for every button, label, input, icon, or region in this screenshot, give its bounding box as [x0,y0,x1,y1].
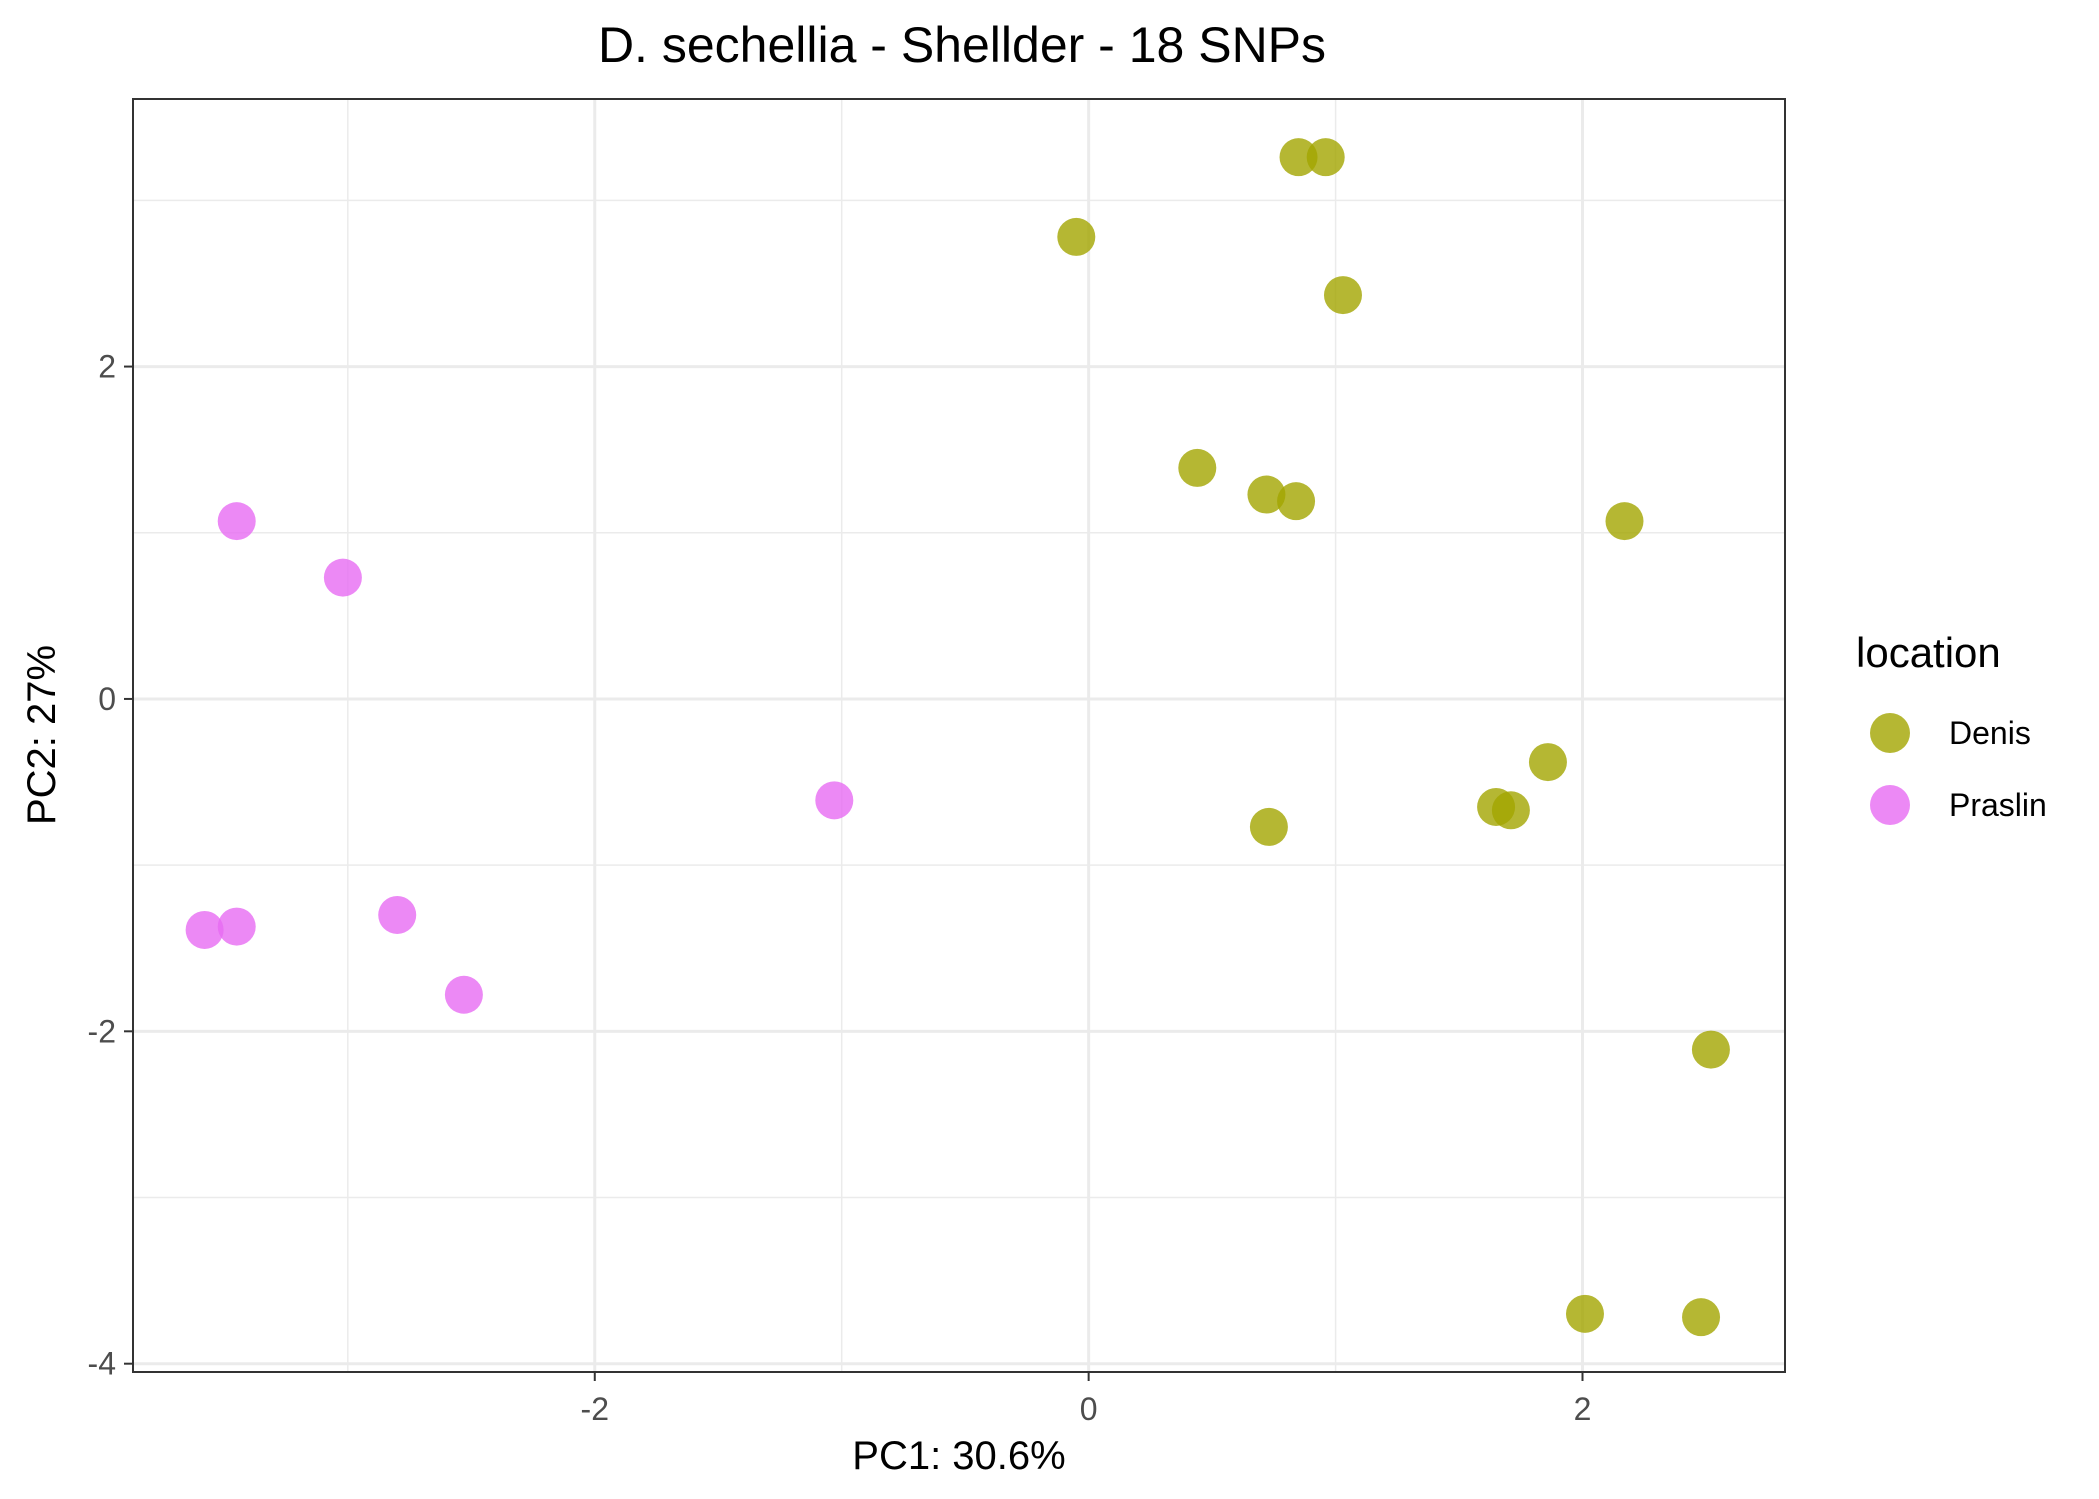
plot-panel [133,99,1785,1372]
point-praslin [444,975,483,1014]
x-tick-label: -2 [581,1391,609,1427]
legend-key-denis [1870,713,1910,753]
y-axis-title: PC2: 27% [20,645,64,825]
x-axis: -2 0 2 [581,1372,1592,1427]
point-denis [1277,482,1316,521]
y-axis: -4 -2 0 2 [88,349,133,1382]
point-denis [1178,448,1217,487]
legend-item-denis: Denis [1870,713,2031,753]
point-denis [1247,475,1286,514]
chart-title: D. sechellia - Shellder - 18 SNPs [598,17,1326,73]
point-praslin [323,558,362,597]
major-gridlines [133,99,1785,1372]
point-denis [1528,743,1567,782]
x-tick-label: 2 [1574,1391,1592,1427]
point-denis [1057,217,1096,256]
legend: location Denis Praslin [1856,629,2047,825]
y-tick-label: 2 [98,349,116,385]
point-praslin [815,781,854,820]
point-praslin [378,895,417,934]
point-denis [1565,1294,1604,1333]
point-praslin [217,907,256,946]
point-denis [1279,138,1318,177]
legend-label-denis: Denis [1949,715,2031,751]
y-tick-label: 0 [98,681,116,717]
x-axis-title: PC1: 30.6% [852,1434,1065,1478]
point-denis [1605,502,1644,541]
point-denis [1691,1030,1730,1069]
legend-item-praslin: Praslin [1870,785,2047,825]
point-praslin [185,910,224,949]
legend-title: location [1856,629,2001,676]
y-tick-label: -2 [88,1013,116,1049]
legend-label-praslin: Praslin [1949,787,2047,823]
panel-border [132,98,1786,1373]
point-praslin [217,502,256,541]
point-denis [1323,276,1362,315]
point-denis [1491,791,1530,830]
point-denis [1682,1298,1721,1337]
legend-key-praslin [1870,785,1910,825]
point-denis [1249,807,1288,846]
data-points [185,138,1730,1337]
x-tick-label: 0 [1080,1391,1098,1427]
point-denis [1306,138,1345,177]
y-tick-label: -4 [88,1346,116,1382]
